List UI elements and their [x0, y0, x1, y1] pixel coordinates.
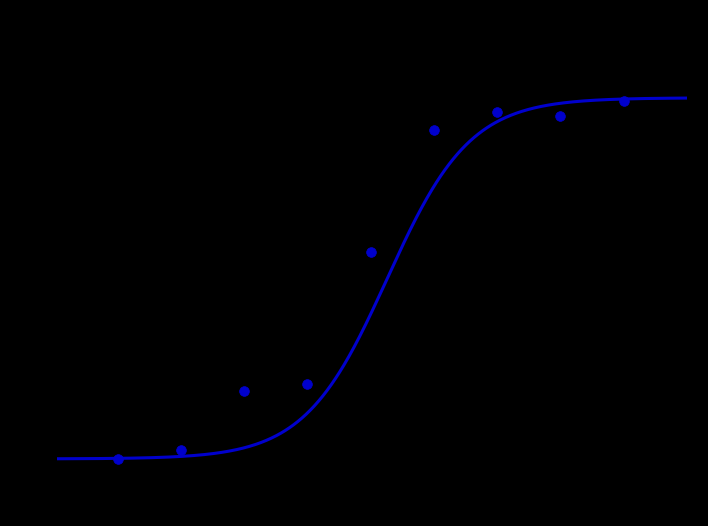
Point [554, 112, 566, 120]
Point [302, 380, 313, 388]
Point [428, 126, 440, 134]
Point [491, 108, 503, 116]
Point [239, 387, 250, 395]
Point [365, 247, 376, 256]
Point [618, 97, 629, 106]
Point [176, 446, 187, 454]
Point [112, 454, 123, 463]
